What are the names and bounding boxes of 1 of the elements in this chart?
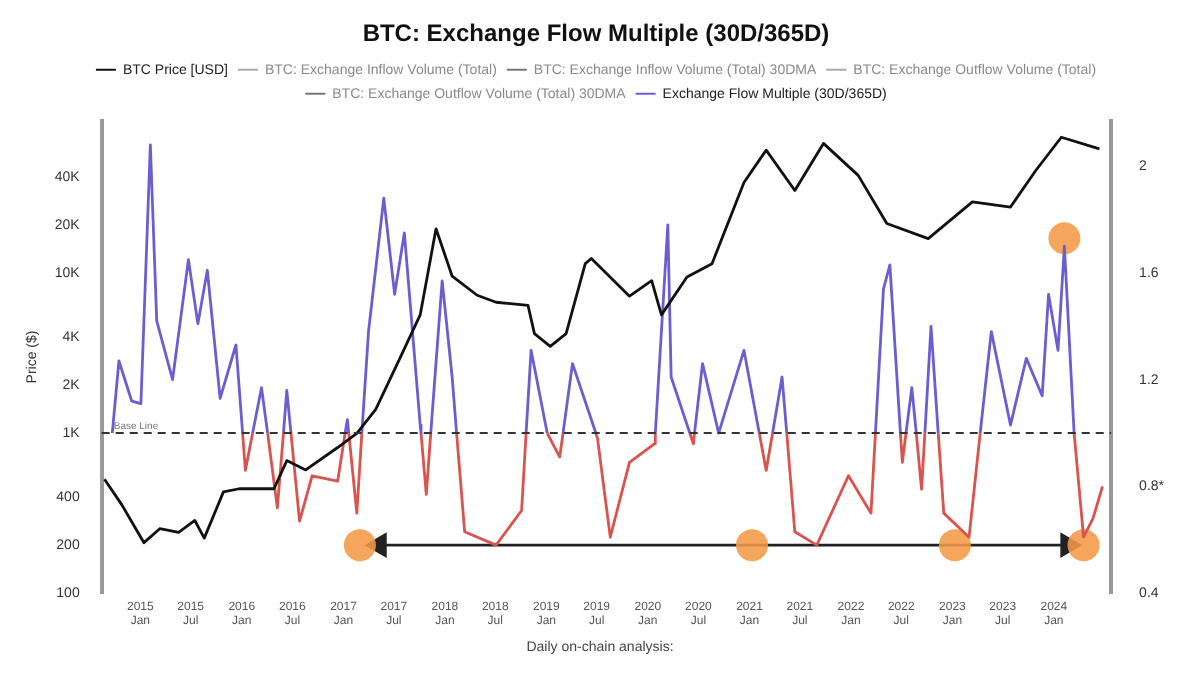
- chart-title: BTC: Exchange Flow Multiple (30D/365D): [362, 19, 830, 48]
